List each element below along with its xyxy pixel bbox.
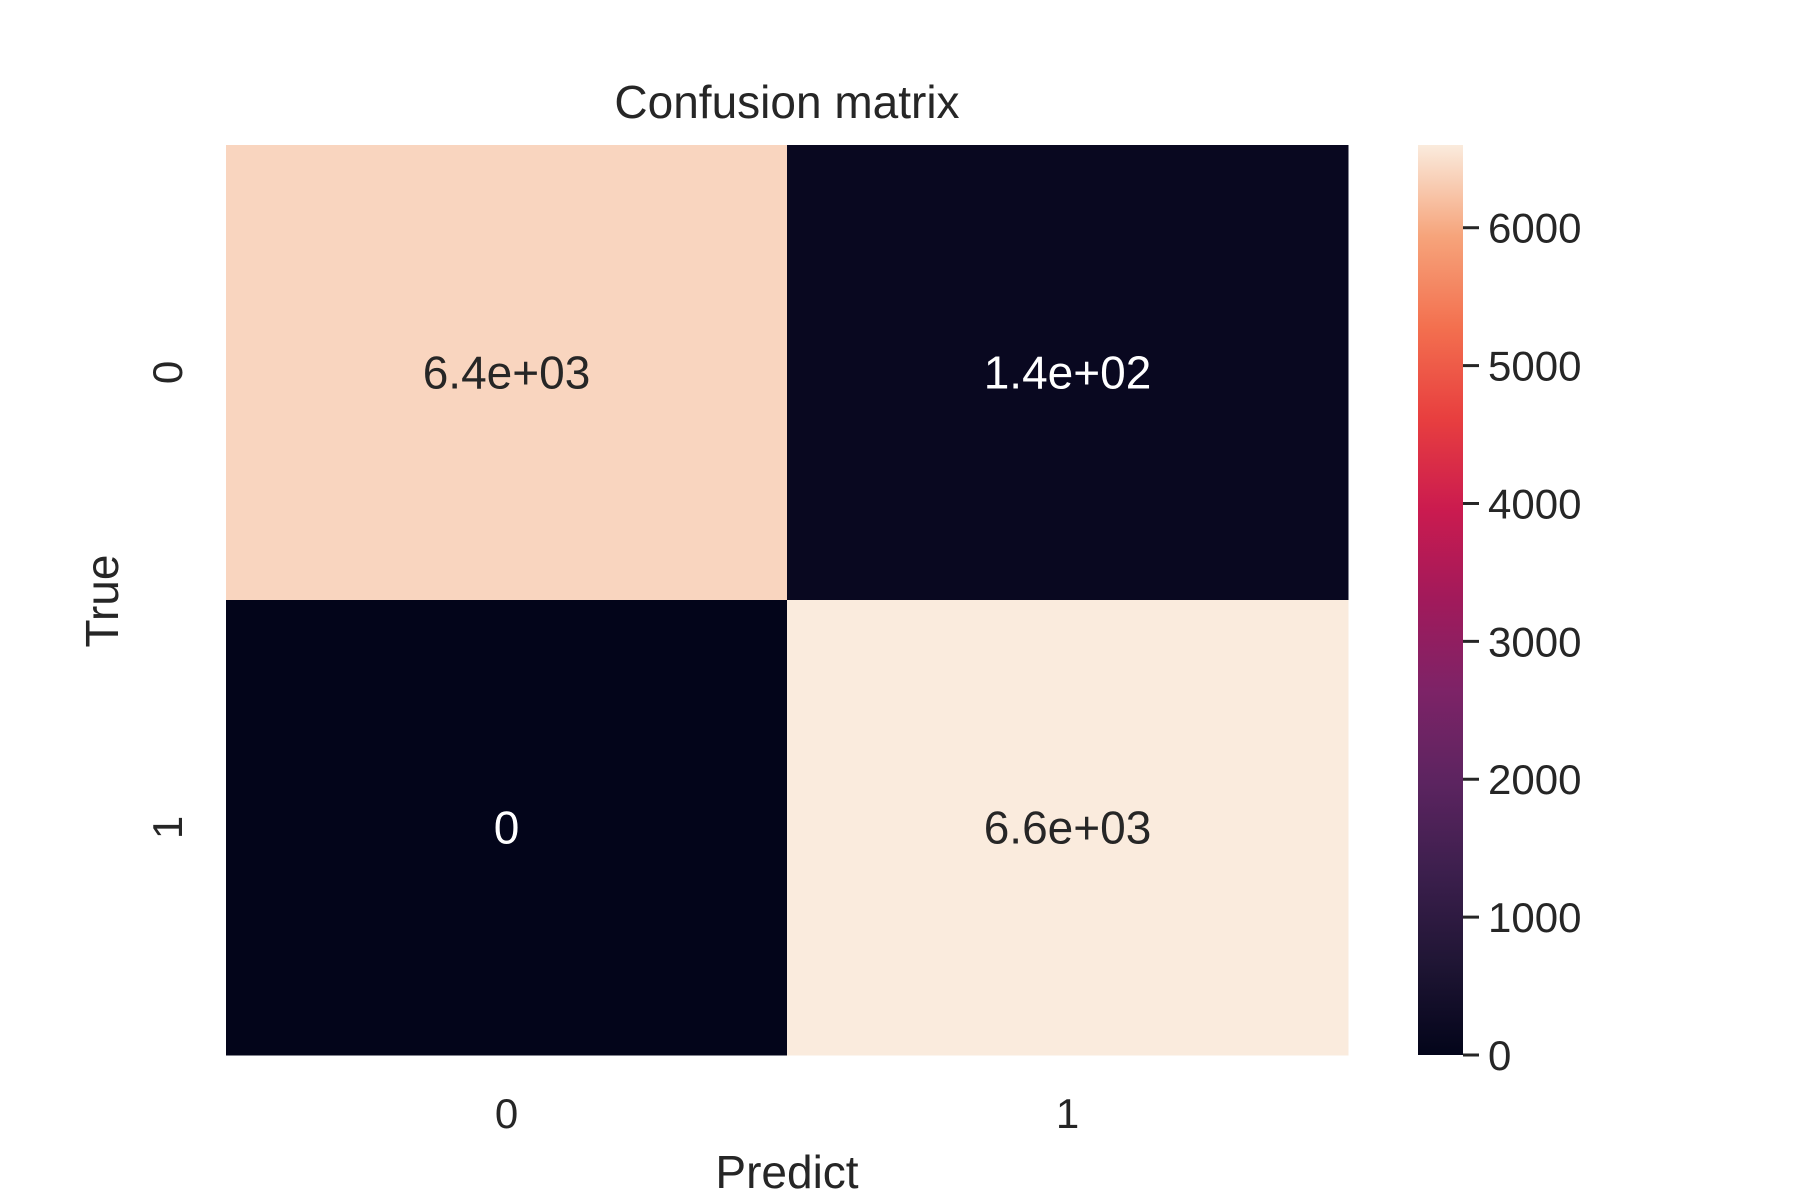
y-axis-label: True bbox=[76, 555, 128, 648]
y-tick-label-0: 0 bbox=[144, 361, 191, 384]
x-tick-label-1: 1 bbox=[1056, 1090, 1079, 1137]
colorbar-tick-label-6000: 6000 bbox=[1488, 205, 1581, 252]
colorbar bbox=[1418, 145, 1463, 1055]
heatmap-annotation-1-1: 6.6e+03 bbox=[984, 802, 1152, 854]
y-axis-ticks: 01 bbox=[144, 361, 191, 839]
colorbar-tick-label-4000: 4000 bbox=[1488, 480, 1581, 527]
heatmap-annotation-0-1: 1.4e+02 bbox=[984, 347, 1152, 399]
heatmap-annotation-1-0: 0 bbox=[494, 802, 520, 854]
colorbar-tick-label-5000: 5000 bbox=[1488, 343, 1581, 390]
colorbar-tick-label-0: 0 bbox=[1488, 1032, 1511, 1079]
x-axis-label: Predict bbox=[715, 1146, 858, 1198]
heatmap-cells bbox=[226, 145, 1349, 1056]
colorbar-tick-label-2000: 2000 bbox=[1488, 756, 1581, 803]
colorbar-tick-label-3000: 3000 bbox=[1488, 618, 1581, 665]
colorbar-ticks: 0 1000 2000 3000 4000 5000 6000 bbox=[1463, 205, 1581, 1079]
x-tick-label-0: 0 bbox=[495, 1090, 518, 1137]
colorbar-tick-label-1000: 1000 bbox=[1488, 894, 1581, 941]
heatmap-annotation-0-0: 6.4e+03 bbox=[423, 347, 591, 399]
y-tick-label-1: 1 bbox=[144, 816, 191, 839]
chart-title: Confusion matrix bbox=[614, 76, 959, 128]
